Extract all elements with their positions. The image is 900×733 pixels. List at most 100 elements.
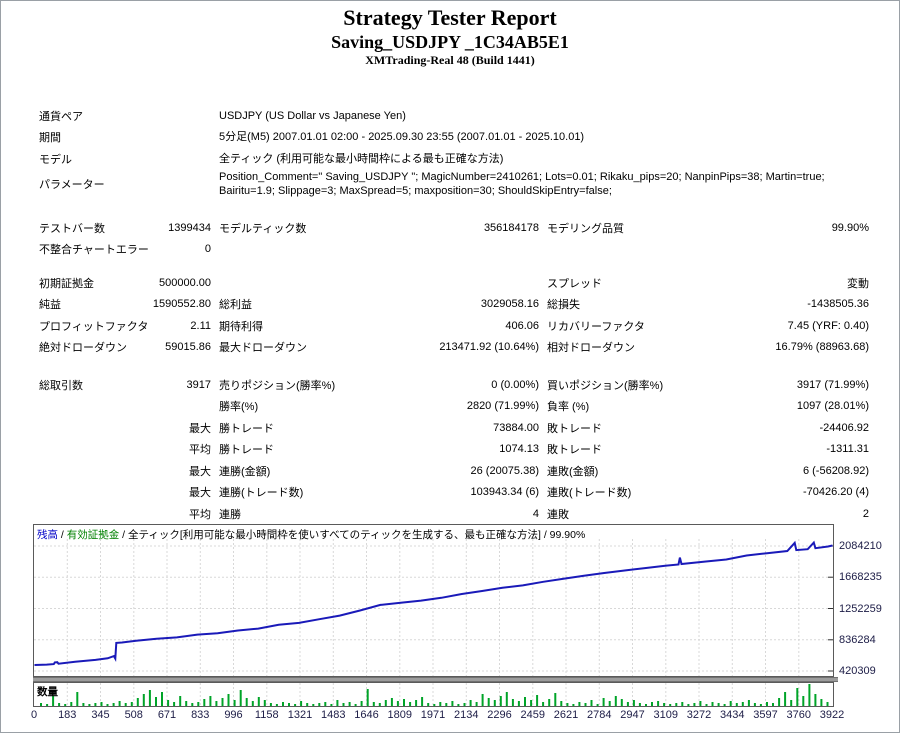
info-label: 通貨ペア: [39, 110, 83, 123]
stats-v3: 16.79% (88963.68): [775, 341, 869, 354]
stats-row: 初期証拠金 500000.00 スプレッド 変動: [39, 272, 869, 294]
x-tick-label: 508: [124, 709, 143, 721]
stats-l3: モデリング品質: [547, 222, 624, 235]
stats-v2: 103943.34 (6): [470, 486, 540, 499]
spacer: [39, 260, 869, 272]
stats-v3: 6 (-56208.92): [802, 464, 869, 477]
stats-l3: 買いポジション(勝率%): [547, 379, 664, 392]
stats-v3: 7.45 (YRF: 0.40): [787, 319, 869, 332]
stats-l2: 連勝(トレード数): [219, 487, 304, 500]
stats-row: 最大 連勝(トレード数) 103943.34 (6) 連敗(トレード数) -70426.…: [39, 482, 869, 504]
stats-l3: 負率 (%): [547, 401, 590, 414]
info-row: モデル 全ティック (利用可能な最小時間枠による最も正確な方法): [39, 148, 869, 170]
stats-v1: 最大: [189, 487, 211, 500]
info-row: パラメーター Position_Comment=" Saving_USDJPY "…: [39, 170, 869, 198]
y-tick-label: 420309: [839, 665, 876, 677]
stats-v1: 0: [204, 243, 211, 256]
stats-l3: 連敗(トレード数): [547, 487, 632, 500]
stats-l1: プロフィットファクタ: [39, 320, 149, 333]
volume-bars-svg: [40, 683, 829, 706]
legend-segment: 有効証拠金: [66, 529, 120, 541]
legend-segment: /: [58, 529, 67, 541]
stats-l3: 敗トレード: [547, 422, 602, 435]
stats-row: テストバー数 1399434 モデルティック数 356184178 モデリング品質 99.…: [39, 217, 869, 239]
stats-v3: -24406.92: [819, 421, 869, 434]
x-tick-label: 2134: [454, 709, 479, 721]
info-row: 期間 5分足(M5) 2007.01.01 02:00 - 2025.09.30 …: [39, 127, 869, 149]
stats-row: プロフィットファクタ 2.11 期待利得 406.06 リカバリーファクタ 7.45 (Y…: [39, 315, 869, 337]
stats-l2: 総利益: [219, 299, 252, 312]
stats-l2: 最大ドローダウン: [219, 342, 307, 355]
stats-row: 不整合チャートエラー 0: [39, 239, 869, 261]
stats-l2: 勝トレード: [219, 444, 274, 457]
info-label: パラメーター: [39, 178, 105, 191]
stats-v3: 変動: [847, 277, 869, 290]
stats-v3: 99.90%: [831, 221, 869, 234]
report-title: Strategy Tester Report: [343, 5, 557, 30]
stats-v3: 3917 (71.99%): [796, 378, 869, 391]
stats-l1: 不整合チャートエラー: [39, 244, 149, 257]
stats-v2: 213471.92 (10.64%): [439, 341, 539, 354]
stats-l3: 相対ドローダウン: [547, 342, 635, 355]
stats-l3: 連敗(金額): [547, 465, 599, 478]
x-tick-label: 3272: [686, 709, 712, 721]
x-tick-label: 1158: [254, 709, 279, 721]
y-tick-label: 1668235: [839, 571, 882, 584]
stats-v2: 1074.13: [499, 443, 539, 456]
stats-v2: 0 (0.00%): [491, 378, 539, 391]
stats-v2: 73884.00: [493, 421, 539, 434]
x-tick-label: 0: [30, 709, 38, 721]
x-tick-label: 2621: [553, 709, 579, 721]
stats-v1: 2.11: [190, 319, 211, 332]
balance-chart: 残高 / 有効証拠金 / 全ティック[利用可能な最小時間枠を使いすべてのティック…: [33, 524, 834, 677]
stats-l1: テストバー数: [39, 222, 105, 235]
stats-l2: モデルティック数: [219, 222, 307, 235]
stats-v3: -1311.31: [826, 443, 869, 456]
stats-table: テストバー数 1399434 モデルティック数 356184178 モデリング品質 99.…: [39, 217, 869, 525]
stats-l2: 勝率(%): [219, 401, 259, 414]
stats-row: 最大 連勝(金額) 26 (20075.38) 連敗(金額) 6 (-56208.92): [39, 460, 869, 482]
y-tick-label: 1252259: [839, 602, 882, 615]
x-tick-label: 345: [91, 709, 110, 721]
stats-row: 絶対ドローダウン 59015.86 最大ドローダウン 213471.92 (10.64…: [39, 337, 869, 359]
x-tick-label: 3109: [653, 709, 678, 721]
stats-v2: 4: [532, 507, 539, 520]
stats-row: 平均 連勝 4 連敗 2: [39, 503, 869, 525]
stats-v1: 平均: [189, 444, 211, 457]
stats-row: 勝率(%) 2820 (71.99%) 負率 (%) 1097 (28.01%): [39, 396, 869, 418]
stats-l2: 勝トレード: [219, 422, 274, 435]
report-header: Strategy Tester Report Saving_USDJPY _1C…: [1, 5, 899, 68]
info-label: 期間: [39, 132, 61, 145]
stats-v3: -70426.20 (4): [802, 486, 869, 499]
stats-v1: 1590552.80: [152, 298, 211, 311]
x-tick-label: 833: [191, 709, 210, 721]
stats-row: 純益 1590552.80 総利益 3029058.16 総損失 -1438505.36: [39, 294, 869, 316]
stats-v2: 356184178: [483, 221, 539, 234]
info-row: 通貨ペア USDJPY (US Dollar vs Japanese Yen): [39, 105, 869, 127]
volume-label: 数量: [37, 686, 58, 698]
x-tick-label: 3597: [753, 709, 778, 721]
info-value: 全ティック (利用可能な最小時間枠による最も正確な方法): [219, 152, 504, 165]
stats-v1: 3917: [186, 378, 211, 391]
info-value: USDJPY (US Dollar vs Japanese Yen): [219, 109, 406, 122]
stats-v2: 2820 (71.99%): [466, 400, 539, 413]
expert-name: Saving_USDJPY _1C34AB5E1: [331, 32, 569, 52]
legend-segment: / 全ティック[利用可能な最小時間枠を使いすべてのティックを生成する、最も正確な…: [119, 529, 586, 541]
stats-l2: 売りポジション(勝率%): [219, 379, 336, 392]
legend-segment: 残高: [37, 529, 58, 541]
stats-v1: 500000.00: [159, 276, 211, 289]
x-tick-label: 3434: [720, 709, 745, 721]
x-tick-label: 1971: [420, 709, 446, 721]
stats-l1: 絶対ドローダウン: [39, 342, 127, 355]
stats-v1: 1399434: [168, 221, 211, 234]
x-tick-label: 183: [58, 709, 77, 721]
stats-l3: 連敗: [547, 508, 569, 521]
x-tick-label: 2784: [587, 709, 612, 721]
stats-v2: 3029058.16: [480, 298, 539, 311]
stats-v1: 最大: [189, 422, 211, 435]
chart-separator: [33, 677, 838, 682]
stats-l1: 総取引数: [39, 379, 83, 392]
stats-l3: スプレッド: [547, 277, 602, 290]
x-tick-label: 2947: [620, 709, 645, 721]
